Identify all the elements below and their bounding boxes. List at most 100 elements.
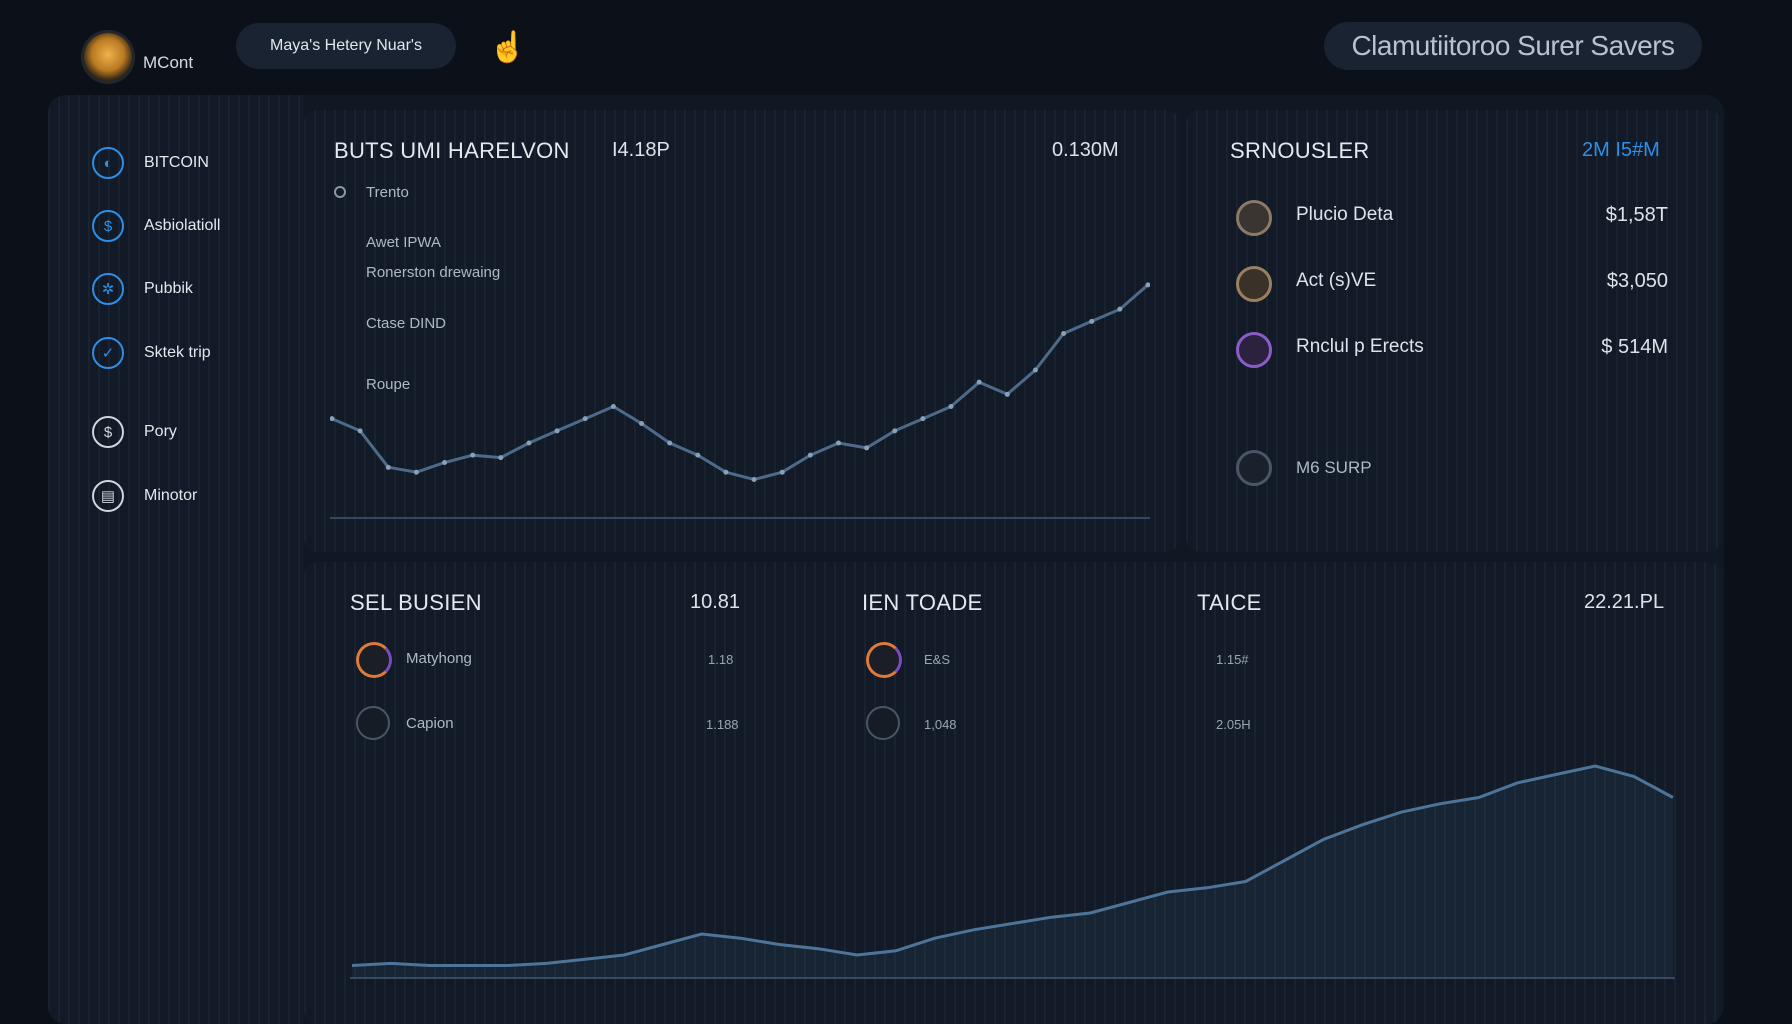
sidebar-item-asbiolatioll[interactable]: $ Asbiolatioll bbox=[92, 206, 292, 246]
legend-label: Trento bbox=[366, 184, 409, 201]
sidebar-item-bitcoin[interactable]: ◐ BITCOIN bbox=[92, 143, 292, 183]
dollar-icon: $ bbox=[92, 416, 124, 448]
data-point bbox=[892, 428, 898, 434]
monitor-icon: ▤ bbox=[92, 480, 124, 512]
coin-icon bbox=[1236, 332, 1272, 368]
dollar-icon: $ bbox=[92, 210, 124, 242]
sidebar-item-minotor[interactable]: ▤ Minotor bbox=[92, 476, 292, 516]
data-point bbox=[667, 440, 673, 446]
data-point bbox=[498, 455, 504, 461]
chart-annotation: Ronerston drewaing bbox=[366, 264, 501, 281]
sidebar-item-label: BITCOIN bbox=[144, 154, 209, 171]
chart-annotation: Ctase DIND bbox=[366, 315, 447, 332]
data-point bbox=[723, 469, 729, 475]
watchlist-footer[interactable]: M6 SURP bbox=[1236, 448, 1536, 486]
data-point bbox=[582, 416, 588, 422]
series-line bbox=[331, 283, 1149, 482]
sidebar-item-label: Pubbik bbox=[144, 280, 193, 297]
col3-title: TAICE bbox=[1197, 590, 1262, 615]
swap-icon bbox=[356, 642, 392, 678]
chart-area-fill bbox=[352, 766, 1673, 978]
row-value: 2.05H bbox=[1216, 717, 1251, 732]
sidebar-item-pory[interactable]: $ Pory bbox=[92, 412, 292, 452]
chart-title: BUTS UMI HARELVON bbox=[334, 138, 570, 163]
chart-annotation: Roupe bbox=[366, 376, 411, 393]
data-point bbox=[1089, 318, 1095, 324]
sidebar-item-label: Minotor bbox=[144, 487, 198, 504]
data-point bbox=[751, 477, 757, 482]
data-point bbox=[639, 421, 645, 427]
check-icon: ✓ bbox=[92, 337, 124, 369]
data-point bbox=[357, 428, 363, 434]
watchlist-panel bbox=[1186, 110, 1722, 552]
network-icon: ✲ bbox=[92, 273, 124, 305]
data-point bbox=[470, 452, 476, 458]
watchlist-title: SRNOUSLER bbox=[1230, 138, 1370, 163]
watchlist-row[interactable]: Rnclul p Erects $ 514M bbox=[1236, 330, 1706, 368]
watchlist-row[interactable]: Plucio Deta $1,58T bbox=[1236, 198, 1706, 236]
watchlist-row[interactable]: Act (s)VE $3,050 bbox=[1236, 264, 1706, 302]
data-point bbox=[779, 469, 785, 475]
sidebar-item-sktek-trip[interactable]: ✓ Sktek trip bbox=[92, 333, 292, 373]
data-point bbox=[330, 416, 335, 422]
data-point bbox=[1117, 306, 1123, 312]
col3-value: 22.21.PL bbox=[1584, 591, 1665, 613]
row-value: 1.188 bbox=[706, 717, 739, 732]
data-point bbox=[526, 440, 532, 446]
brand-name: MCont bbox=[143, 53, 194, 72]
bitcoin-icon: ◐ bbox=[92, 147, 124, 179]
sidebar-item-label: Asbiolatioll bbox=[144, 217, 221, 234]
data-point bbox=[807, 452, 813, 458]
trend-chart-panel bbox=[304, 110, 1180, 552]
info-icon bbox=[866, 706, 900, 740]
data-point bbox=[385, 464, 391, 470]
info-icon bbox=[356, 706, 390, 740]
data-point bbox=[610, 404, 616, 409]
coin-icon bbox=[1236, 200, 1272, 236]
chart-value-right: 0.130M bbox=[1052, 139, 1119, 161]
data-point bbox=[1145, 282, 1150, 288]
user-pill[interactable]: Maya's Hetery Nuar's bbox=[236, 23, 456, 69]
col1-value: 10.81 bbox=[690, 591, 741, 613]
data-point bbox=[976, 379, 982, 385]
asset-name: Rnclul p Erects bbox=[1296, 336, 1424, 357]
data-point bbox=[1004, 391, 1010, 397]
chart-value-left: I4.18P bbox=[612, 139, 670, 161]
data-point bbox=[695, 452, 701, 458]
brand-logo[interactable] bbox=[84, 33, 132, 81]
data-point bbox=[835, 440, 841, 446]
trend-line-chart bbox=[330, 282, 1150, 519]
info-icon bbox=[1236, 450, 1272, 486]
growth-area-chart bbox=[350, 764, 1675, 979]
col2-title: IEN TOADE bbox=[862, 590, 983, 615]
chart-annotation: Awet IPWA bbox=[366, 234, 442, 251]
data-point bbox=[442, 459, 448, 465]
data-point bbox=[1032, 367, 1038, 373]
hand-icon[interactable]: ☝ bbox=[489, 31, 527, 64]
summary-panel bbox=[304, 562, 1722, 1024]
sidebar-item-label: Pory bbox=[144, 423, 177, 440]
col1-title: SEL BUSIEN bbox=[350, 590, 482, 615]
asset-name: Plucio Deta bbox=[1296, 204, 1394, 225]
asset-value: $3,050 bbox=[1606, 270, 1668, 292]
row-label: Matyhong bbox=[406, 650, 472, 667]
footer-label: M6 SURP bbox=[1296, 458, 1372, 477]
row-label: Capion bbox=[406, 715, 454, 732]
asset-value: $1,58T bbox=[1605, 204, 1668, 226]
row-value: 1.15# bbox=[1216, 652, 1249, 667]
asset-name: Act (s)VE bbox=[1296, 270, 1377, 291]
data-point bbox=[864, 445, 870, 451]
sidebar-item-pubbik[interactable]: ✲ Pubbik bbox=[92, 269, 292, 309]
asset-value: $ 514M bbox=[1601, 336, 1668, 358]
row-label: E&S bbox=[924, 652, 951, 667]
data-point bbox=[1061, 331, 1067, 336]
data-point bbox=[948, 404, 954, 409]
series-line bbox=[351, 764, 1674, 967]
status-pill[interactable]: Clamutiitoroo Surer Savers bbox=[1324, 22, 1702, 70]
data-point bbox=[920, 416, 926, 422]
row-value: 1.18 bbox=[708, 652, 734, 667]
legend-dot-icon bbox=[334, 186, 346, 198]
sidebar-item-label: Sktek trip bbox=[144, 344, 211, 361]
sidebar bbox=[48, 95, 304, 1024]
coin-icon bbox=[1236, 266, 1272, 302]
